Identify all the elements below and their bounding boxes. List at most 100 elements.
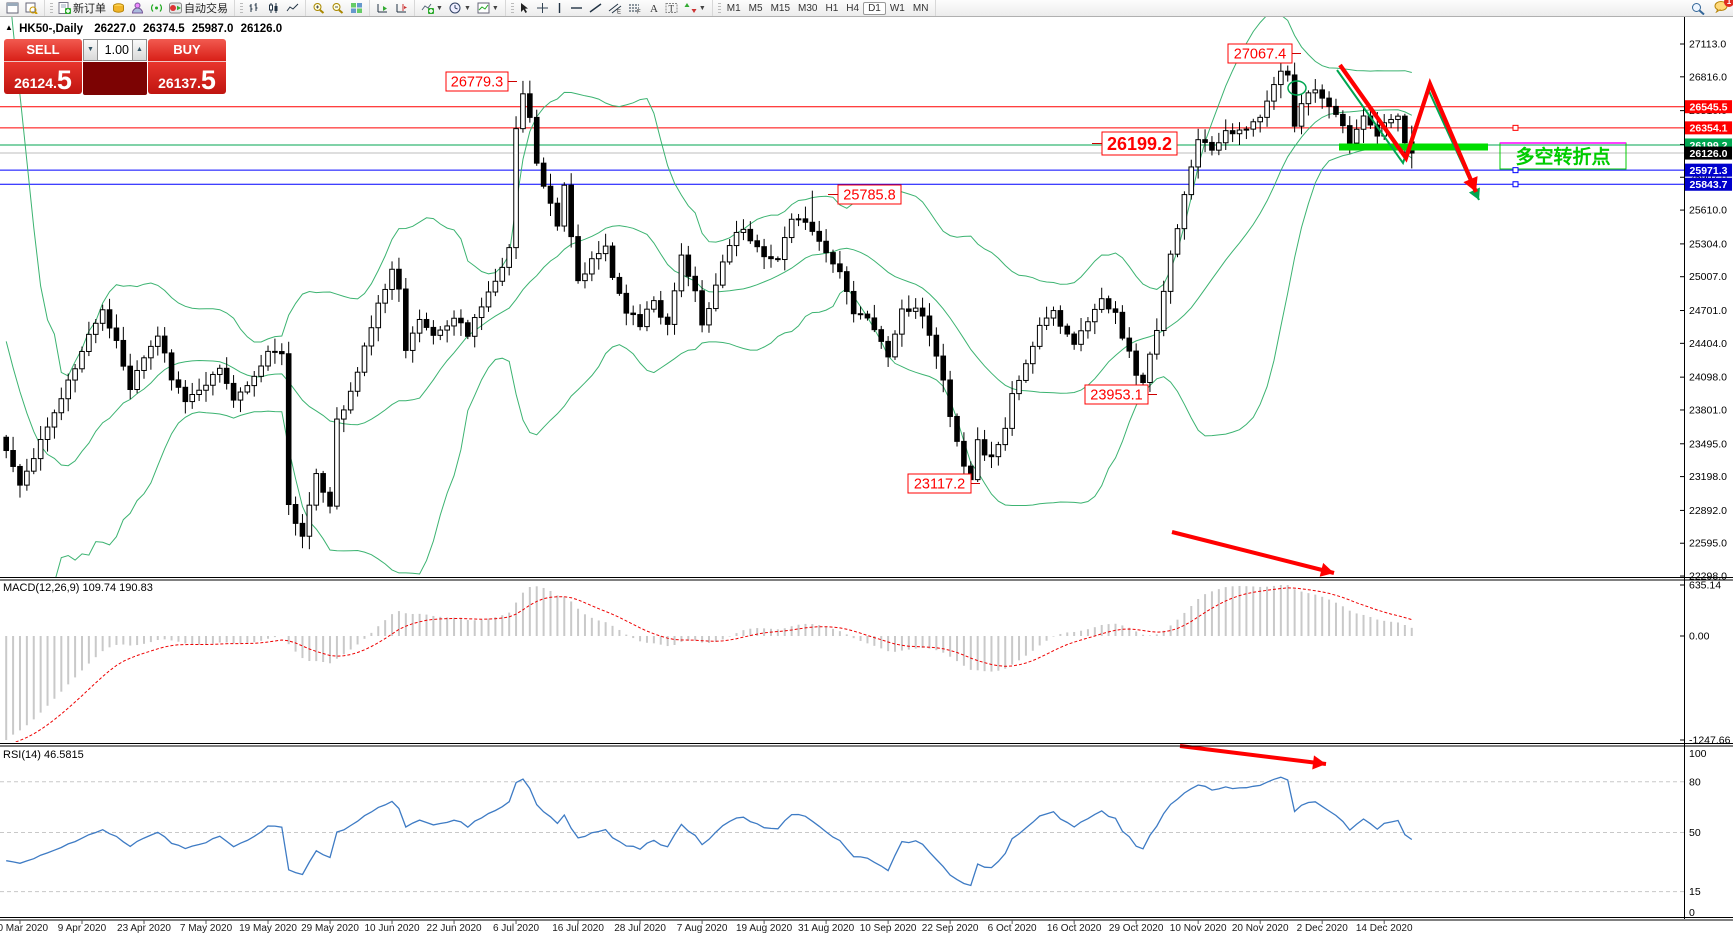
price-label-27067.4[interactable]: 27067.4 bbox=[1227, 43, 1301, 64]
toolbar: 新订单 自动交易 ▼ ▼ ▼ bbox=[0, 0, 1733, 17]
macd-label: MACD(12,26,9) 109.74 190.83 bbox=[3, 582, 153, 594]
arrows-shapes-icon[interactable]: ▼ bbox=[681, 1, 709, 15]
price-tick-label: 23198.0 bbox=[1689, 471, 1727, 483]
price-axis: 27113.026816.026510.026204.025907.025610… bbox=[1680, 39, 1727, 583]
rsi-line bbox=[6, 776, 1413, 887]
volume-increase-button[interactable]: ▲ bbox=[132, 39, 147, 61]
macd-trend-arrow[interactable] bbox=[1171, 530, 1335, 575]
chart-shift-icon[interactable] bbox=[392, 1, 411, 15]
collapse-icon[interactable]: ▲ bbox=[5, 23, 13, 32]
zoom-out-icon[interactable] bbox=[328, 1, 347, 15]
fibonacci-icon[interactable]: F bbox=[625, 1, 645, 15]
new-window-icon[interactable] bbox=[3, 1, 22, 15]
svg-text:80: 80 bbox=[1689, 776, 1701, 788]
search-icon[interactable] bbox=[1688, 1, 1708, 15]
profile-icon[interactable] bbox=[128, 1, 147, 15]
date-tick-label: 19 Aug 2020 bbox=[736, 923, 793, 934]
svg-text:23953.1: 23953.1 bbox=[1090, 388, 1142, 404]
equidistant-channel-icon[interactable]: E bbox=[605, 1, 625, 15]
one-click-trading-widget: SELL 26124.5 ▼ ▲ BUY 26137.5 bbox=[4, 39, 226, 95]
cursor-icon[interactable] bbox=[516, 1, 533, 15]
price-tick-label: 25610.0 bbox=[1689, 205, 1727, 217]
macd-signal-line bbox=[14, 587, 1412, 742]
volume-decrease-button[interactable]: ▼ bbox=[83, 39, 98, 61]
buy-price: 26137. 5 bbox=[148, 61, 226, 94]
price-label-23953.1[interactable]: 23953.1 bbox=[1084, 384, 1157, 405]
volume-input[interactable] bbox=[98, 39, 132, 61]
timeframe-m30[interactable]: M30 bbox=[798, 2, 818, 14]
trendline-icon[interactable] bbox=[586, 1, 605, 15]
timeframe-h4[interactable]: H4 bbox=[846, 2, 860, 14]
zoom-in-icon[interactable] bbox=[309, 1, 328, 15]
date-tick-label: 7 Aug 2020 bbox=[677, 923, 728, 934]
svg-text:26545.5: 26545.5 bbox=[1690, 102, 1728, 114]
rsi-pane[interactable] bbox=[0, 776, 1684, 893]
ohlc-open: 26227.0 bbox=[94, 23, 136, 35]
candlestick-chart-icon[interactable] bbox=[264, 1, 283, 15]
toolbar-group-objects: ▼ ▼ ▼ bbox=[415, 0, 506, 16]
timeframe-h1[interactable]: H1 bbox=[825, 2, 839, 14]
timeframe-d1[interactable]: D1 bbox=[863, 1, 886, 15]
date-tick-label: 19 May 2020 bbox=[239, 923, 297, 934]
svg-text:A: A bbox=[650, 3, 658, 14]
price-label-25785.8[interactable]: 25785.8 bbox=[828, 184, 902, 205]
symbol-period-label: HK50-,Daily bbox=[19, 23, 84, 35]
date-tick-label: 10 Jun 2020 bbox=[365, 923, 420, 934]
tile-windows-icon[interactable] bbox=[347, 1, 366, 15]
toolbar-group-chart-type bbox=[235, 0, 306, 16]
zigzag-arrow-red[interactable] bbox=[1338, 63, 1478, 193]
support-zone-bar[interactable] bbox=[1339, 143, 1488, 151]
text-label-icon[interactable]: T bbox=[662, 1, 681, 15]
sell-button[interactable]: SELL bbox=[4, 39, 82, 61]
crosshair-icon[interactable] bbox=[533, 1, 552, 15]
svg-text:26199.2: 26199.2 bbox=[1107, 134, 1172, 154]
auto-scroll-icon[interactable] bbox=[373, 1, 392, 15]
date-tick-label: 22 Jun 2020 bbox=[427, 923, 482, 934]
add-indicator-icon[interactable]: ▼ bbox=[418, 1, 446, 15]
horizontal-line-icon[interactable] bbox=[567, 1, 586, 15]
timeframe-m5[interactable]: M5 bbox=[748, 2, 763, 14]
period-clock-icon[interactable]: ▼ bbox=[446, 1, 474, 15]
dropdown-caret: ▼ bbox=[698, 4, 706, 12]
arrow-head bbox=[1312, 755, 1326, 770]
price-label-26199.2[interactable]: 26199.2 bbox=[1092, 131, 1178, 156]
notifications-button[interactable]: 1 bbox=[1714, 0, 1733, 16]
market-watch-icon[interactable] bbox=[22, 1, 41, 15]
date-tick-label: 7 May 2020 bbox=[180, 923, 233, 934]
macd-pane[interactable] bbox=[5, 585, 1413, 745]
lower-high-circle[interactable] bbox=[1287, 80, 1307, 96]
line-handle-25971.3[interactable] bbox=[1512, 167, 1519, 174]
templates-icon[interactable]: ▼ bbox=[474, 1, 502, 15]
funds-icon[interactable] bbox=[109, 1, 128, 15]
autotrading-button[interactable]: 自动交易 bbox=[166, 1, 231, 15]
vertical-line-icon[interactable] bbox=[552, 1, 567, 15]
line-handle-26354.1[interactable] bbox=[1512, 124, 1519, 131]
price-tick-label: 25007.0 bbox=[1689, 271, 1727, 283]
buy-button[interactable]: BUY bbox=[148, 39, 226, 61]
sell-price: 26124. 5 bbox=[4, 61, 82, 94]
timeframe-mn[interactable]: MN bbox=[912, 2, 929, 14]
new-order-button[interactable]: 新订单 bbox=[55, 1, 109, 15]
arrow-head bbox=[1463, 176, 1478, 192]
arrow-head bbox=[1319, 562, 1334, 577]
timeframe-toolbar: M1 M5 M15 M30 H1 H4 D1 W1 MN bbox=[713, 0, 937, 16]
price-label-26779.3[interactable]: 26779.3 bbox=[445, 71, 517, 92]
signal-icon[interactable] bbox=[147, 1, 166, 15]
main-chart-pane[interactable] bbox=[0, 0, 1684, 724]
bar-chart-icon[interactable] bbox=[245, 1, 264, 15]
bollinger-middle bbox=[5, 109, 1413, 467]
note-bullbear-turning-point[interactable]: 多空转折点 bbox=[1499, 142, 1627, 170]
timeframe-w1[interactable]: W1 bbox=[889, 2, 905, 14]
text-icon[interactable]: A bbox=[645, 1, 662, 15]
price-label-23117.2[interactable]: 23117.2 bbox=[907, 473, 980, 494]
line-handle-25843.7[interactable] bbox=[1512, 181, 1519, 188]
rsi-trend-arrow[interactable] bbox=[1179, 744, 1327, 766]
timeframe-m15[interactable]: M15 bbox=[770, 2, 791, 14]
date-tick-label: 28 Jul 2020 bbox=[614, 923, 666, 934]
price-tick-label: 27113.0 bbox=[1689, 39, 1726, 51]
timeframe-m1[interactable]: M1 bbox=[726, 2, 741, 14]
line-chart-icon[interactable] bbox=[283, 1, 302, 15]
rsi-label: RSI(14) 46.5815 bbox=[3, 749, 84, 761]
date-tick-label: 20 Nov 2020 bbox=[1232, 923, 1289, 934]
